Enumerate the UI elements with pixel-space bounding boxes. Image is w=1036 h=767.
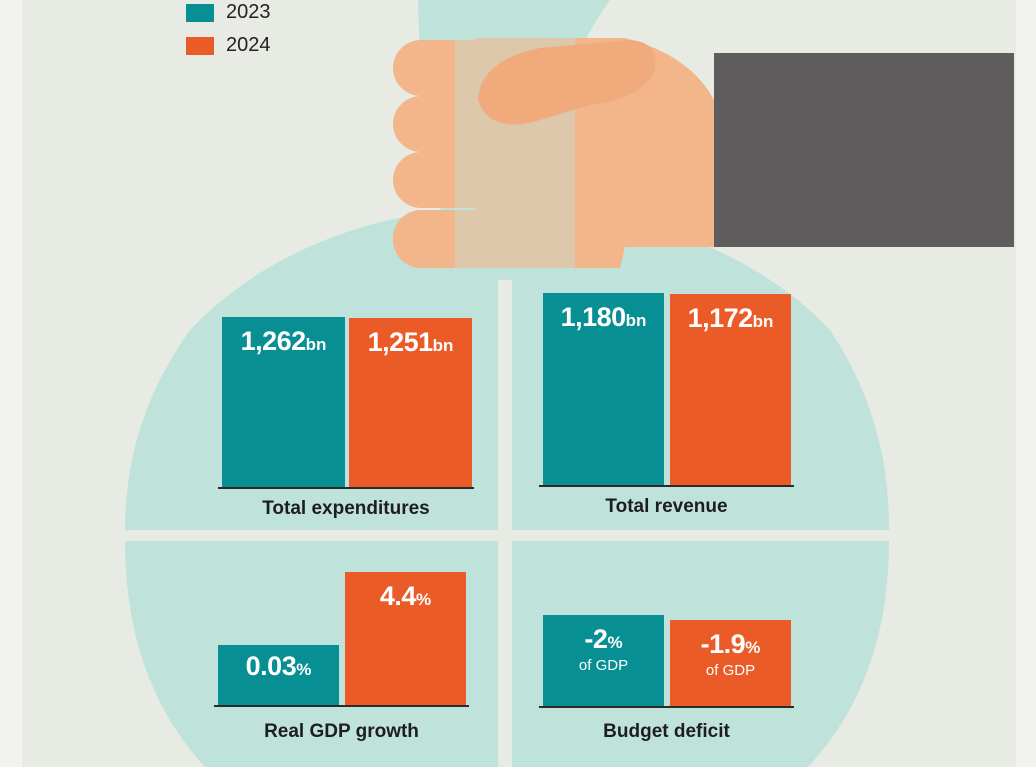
- value-label-expenditures-2024: 1,251bn: [367, 327, 454, 358]
- legend-label-2024: 2024: [226, 34, 271, 56]
- bar-revenue-2024: [670, 294, 791, 485]
- category-label-revenue: Total revenue: [605, 496, 728, 517]
- value-label-deficit-2023: -2% of GDP: [578, 624, 629, 674]
- baseline-revenue: [539, 485, 794, 487]
- left-border: [0, 0, 22, 767]
- value-label-deficit-2024: -1.9% of GDP: [700, 628, 761, 679]
- value-label-revenue-2024: 1,172bn: [687, 303, 774, 334]
- baseline-expenditures: [218, 487, 474, 489]
- value-label-revenue-2023: 1,180bn: [560, 302, 647, 332]
- category-label-expenditures: Total expenditures: [262, 498, 430, 519]
- finger: [393, 210, 513, 268]
- legend-swatch-2023: [186, 3, 214, 22]
- value-label-expenditures-2023: 1,262bn: [240, 326, 327, 356]
- right-border: [1016, 0, 1036, 767]
- bar-gdp-growth-2023: [218, 645, 339, 705]
- sleeve: [714, 53, 1014, 247]
- category-label-gdp-growth: Real GDP growth: [264, 721, 419, 742]
- category-label-deficit: Budget deficit: [603, 721, 730, 742]
- bar-revenue-2023: [543, 293, 664, 485]
- finger: [393, 152, 531, 208]
- legend-swatch-2024: [186, 36, 214, 55]
- legend-item-2024: 2024: [186, 34, 271, 57]
- bar-expenditures-2023: [222, 317, 345, 487]
- baseline-gdp-growth: [214, 705, 469, 707]
- thumb: [478, 40, 656, 125]
- bar-expenditures-2024: [349, 318, 472, 487]
- bar-gdp-growth-2024: [345, 572, 466, 705]
- legend-label-2023: 2023: [226, 1, 271, 23]
- bar-deficit-2024: [670, 619, 791, 706]
- baseline-deficit: [539, 706, 794, 708]
- bar-deficit-2023: [543, 615, 664, 706]
- value-label-gdp-growth-2024: 4.4%: [379, 581, 432, 611]
- legend-item-2023: 2023: [186, 1, 271, 24]
- value-label-gdp-growth-2023: 0.03%: [245, 651, 312, 681]
